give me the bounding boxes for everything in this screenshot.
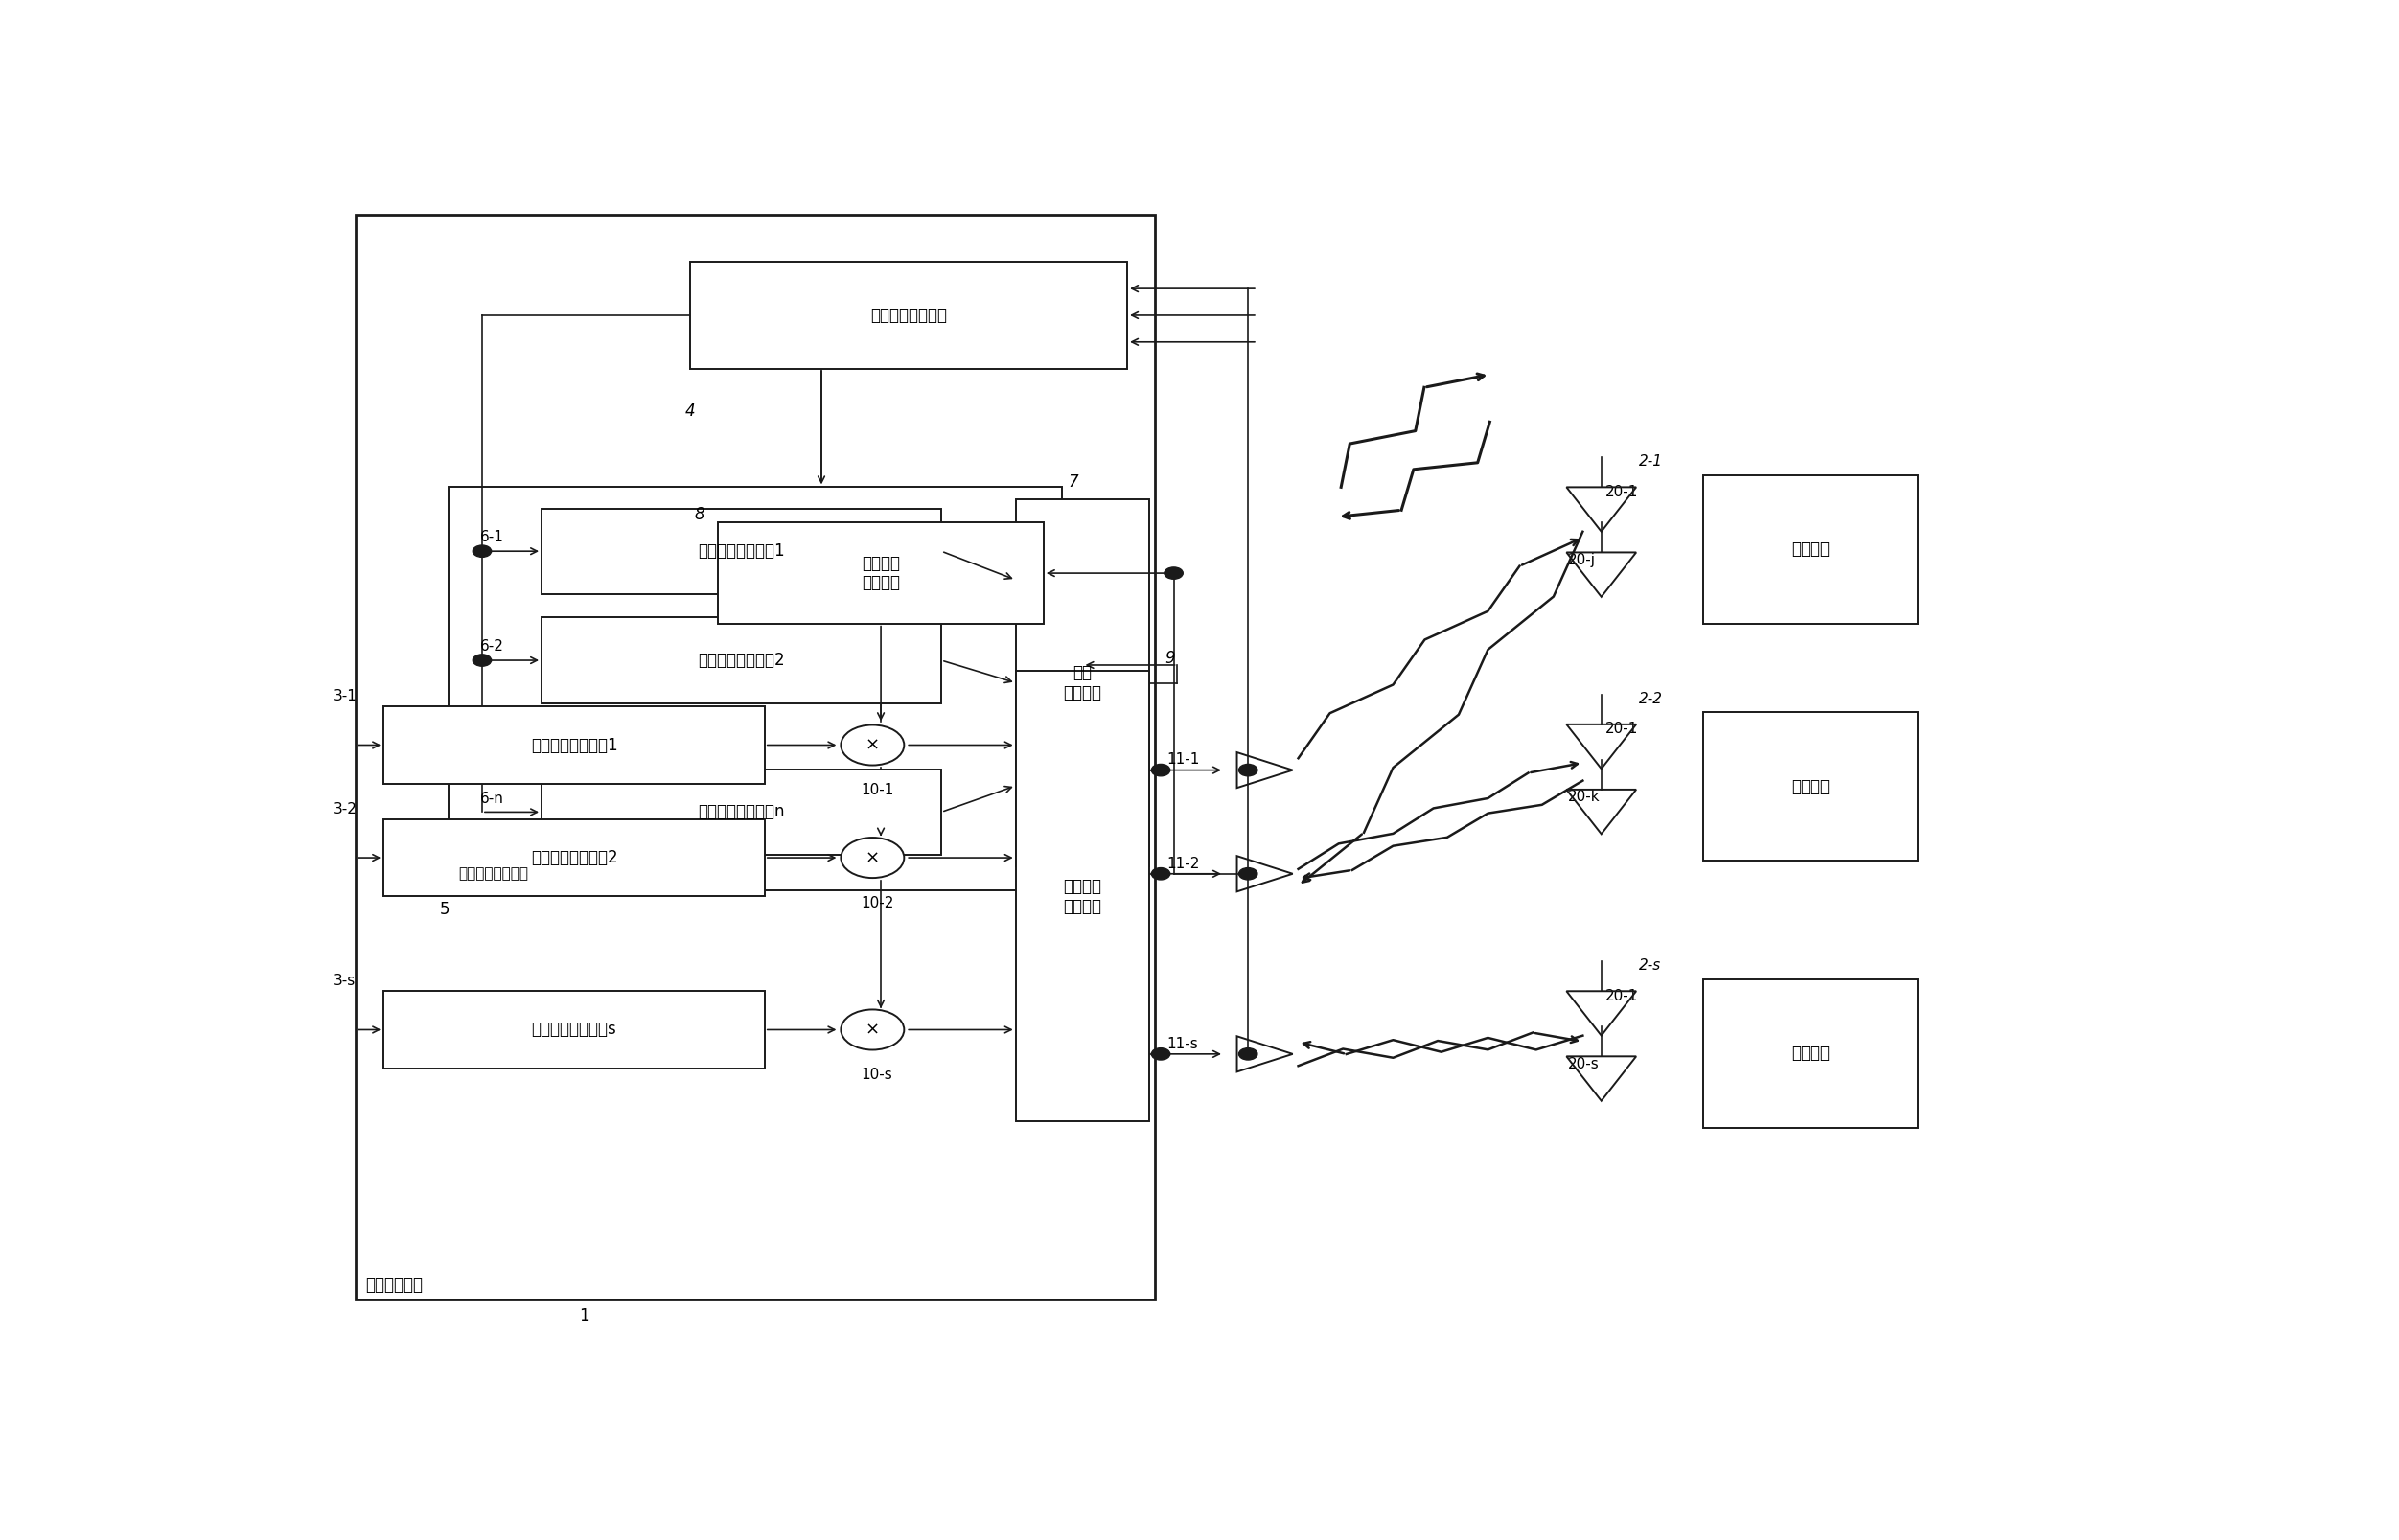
Circle shape — [1238, 869, 1257, 879]
Text: 终端装置: 终端装置 — [1792, 1044, 1830, 1063]
Text: 20-1: 20-1 — [1605, 989, 1639, 1003]
Text: 发送信号生成部分s: 发送信号生成部分s — [533, 1021, 617, 1038]
Text: 10-1: 10-1 — [861, 784, 895, 798]
Circle shape — [473, 654, 492, 667]
Text: 11-2: 11-2 — [1166, 856, 1200, 870]
Text: 20-1: 20-1 — [1605, 485, 1639, 499]
Text: 6-2: 6-2 — [480, 639, 504, 653]
Text: 20-s: 20-s — [1569, 1056, 1600, 1072]
Text: 11-1: 11-1 — [1166, 753, 1200, 767]
Text: 20-k: 20-k — [1569, 790, 1600, 804]
Text: 2-s: 2-s — [1639, 958, 1660, 973]
Text: 发送功率
决定部分: 发送功率 决定部分 — [861, 554, 900, 591]
Text: 11-s: 11-s — [1166, 1036, 1197, 1050]
Text: ×: × — [866, 1021, 880, 1038]
Bar — [355, 214, 1156, 1300]
Text: 发送加权生成部切2: 发送加权生成部切2 — [698, 651, 784, 668]
Bar — [384, 819, 765, 896]
Text: 发送加权生成部分n: 发送加权生成部分n — [698, 804, 784, 821]
Bar — [1703, 979, 1917, 1127]
Circle shape — [473, 545, 492, 557]
Bar — [542, 508, 940, 594]
Text: 发送信号生成部切1: 发送信号生成部切1 — [530, 736, 617, 753]
Circle shape — [1152, 764, 1171, 776]
Text: 9: 9 — [1164, 650, 1176, 667]
Text: 3-s: 3-s — [333, 973, 355, 989]
Text: 6-n: 6-n — [480, 792, 504, 805]
Text: 10-2: 10-2 — [861, 896, 895, 910]
Circle shape — [1152, 869, 1171, 879]
Text: 20-1: 20-1 — [1605, 722, 1639, 736]
Circle shape — [842, 725, 904, 765]
Circle shape — [842, 1010, 904, 1050]
Text: 3-2: 3-2 — [333, 802, 357, 816]
Circle shape — [1238, 1049, 1257, 1060]
Text: 4: 4 — [684, 402, 696, 420]
Bar — [1015, 499, 1149, 867]
Bar — [1703, 713, 1917, 861]
Text: 终端装置: 终端装置 — [1792, 541, 1830, 557]
Bar — [449, 487, 1063, 890]
Bar — [384, 992, 765, 1069]
Text: 波束
选择部分: 波束 选择部分 — [1063, 664, 1101, 701]
Text: 发送加权决定部分: 发送加权决定部分 — [458, 867, 528, 881]
Bar — [1015, 671, 1149, 1121]
Text: ×: × — [866, 849, 880, 867]
Text: 8: 8 — [693, 505, 705, 524]
Text: 发送波束
形成部分: 发送波束 形成部分 — [1063, 878, 1101, 915]
Circle shape — [1164, 567, 1183, 579]
Bar — [542, 770, 940, 855]
Text: 6-1: 6-1 — [480, 530, 504, 545]
Bar — [384, 707, 765, 784]
Text: 信道信息取得部分: 信道信息取得部分 — [871, 306, 948, 323]
Text: 终端装置: 终端装置 — [1792, 778, 1830, 795]
Text: ×: × — [866, 736, 880, 753]
Bar — [1703, 476, 1917, 624]
Bar — [542, 618, 940, 702]
Text: 发送信号生成部切2: 发送信号生成部切2 — [530, 849, 617, 867]
Text: 2-1: 2-1 — [1639, 454, 1663, 468]
Circle shape — [1152, 1049, 1171, 1060]
Text: 1: 1 — [578, 1307, 588, 1324]
Text: 3-1: 3-1 — [333, 688, 357, 704]
Text: 5: 5 — [439, 901, 449, 918]
Bar — [691, 262, 1128, 368]
Text: 发送加权生成部切1: 发送加权生成部切1 — [698, 542, 784, 561]
Text: 10-s: 10-s — [861, 1067, 892, 1083]
Text: 2-2: 2-2 — [1639, 691, 1663, 705]
Circle shape — [1238, 764, 1257, 776]
Text: 无线基站装置: 无线基站装置 — [365, 1277, 422, 1294]
Text: 20-j: 20-j — [1569, 553, 1595, 567]
Circle shape — [842, 838, 904, 878]
Text: 7: 7 — [1068, 474, 1077, 491]
Bar — [717, 522, 1044, 624]
